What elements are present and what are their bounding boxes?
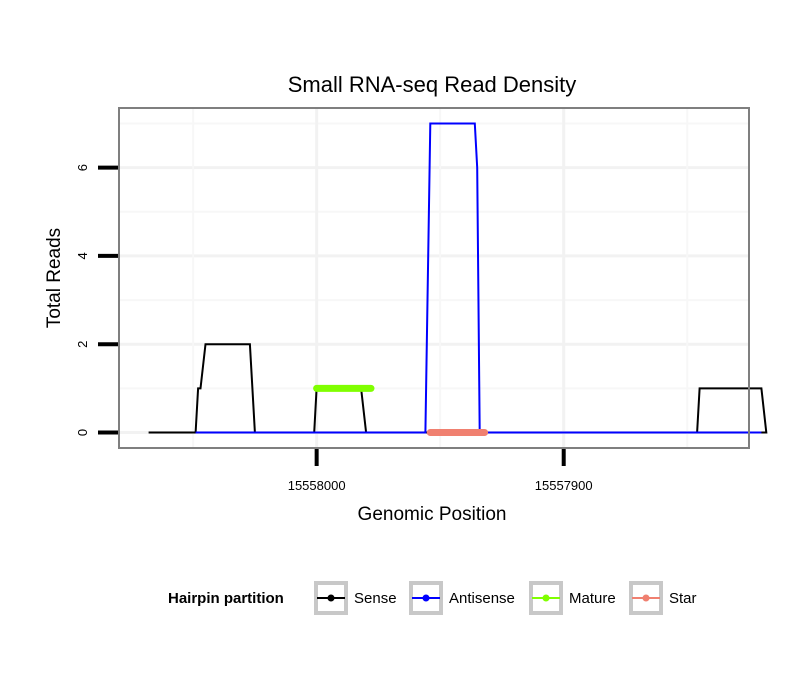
chart-title: Small RNA-seq Read Density — [288, 72, 577, 97]
plot-border — [118, 107, 750, 449]
y-tick-label: 6 — [75, 164, 90, 171]
legend: Hairpin partition Sense Antisense Mature St… — [168, 581, 697, 615]
legend-label-sense: Sense — [354, 590, 397, 607]
legend-key-dot — [642, 594, 650, 602]
legend-key-dot — [542, 594, 550, 602]
x-tick-label: 15558000 — [288, 478, 346, 493]
legend-label-star: Star — [669, 590, 697, 607]
y-tick-label: 4 — [75, 252, 90, 259]
y-tick-label: 0 — [75, 429, 90, 436]
legend-label-antisense: Antisense — [449, 590, 515, 607]
y-axis-label: Total Reads — [44, 228, 65, 328]
y-axis: 0 2 4 6 — [75, 164, 118, 436]
series-line-antisense — [195, 122, 762, 434]
legend-key-dot — [422, 594, 430, 602]
x-axis: 15558000 15557900 — [288, 449, 593, 493]
x-axis-label: Genomic Position — [358, 504, 507, 525]
series-layer — [148, 122, 768, 436]
legend-title: Hairpin partition — [168, 590, 284, 607]
series-line-sense — [148, 343, 768, 434]
plot-panel — [119, 108, 749, 448]
y-tick-label: 2 — [75, 341, 90, 348]
legend-label-mature: Mature — [569, 590, 616, 607]
legend-key-dot — [327, 594, 335, 602]
x-tick-label: 15557900 — [535, 478, 593, 493]
